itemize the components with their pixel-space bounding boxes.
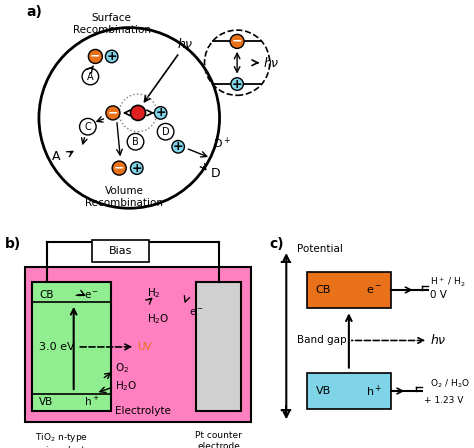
Text: h$^+$: h$^+$: [83, 395, 99, 408]
Text: e$^-$: e$^-$: [365, 284, 382, 296]
Text: A: A: [87, 72, 94, 82]
Text: CB: CB: [316, 285, 331, 295]
Text: VB: VB: [39, 397, 54, 407]
Text: 0 V: 0 V: [430, 290, 447, 300]
Text: H$^+$ / H$_2$: H$^+$ / H$_2$: [430, 276, 466, 289]
Text: e$^-$: e$^-$: [83, 290, 99, 301]
Text: e$^-$: e$^-$: [189, 307, 204, 318]
Circle shape: [172, 141, 184, 153]
Text: Volume
Recombination: Volume Recombination: [85, 185, 163, 208]
Circle shape: [231, 78, 243, 90]
Text: Bias: Bias: [109, 246, 132, 256]
FancyBboxPatch shape: [92, 241, 148, 262]
Text: D$^+$: D$^+$: [213, 136, 231, 151]
Text: H$_2$O: H$_2$O: [116, 379, 138, 392]
Text: + 1.23 V: + 1.23 V: [424, 396, 463, 405]
Text: H$_2$: H$_2$: [147, 286, 161, 300]
Circle shape: [130, 105, 146, 121]
Circle shape: [230, 34, 244, 48]
Text: D: D: [162, 127, 169, 137]
Text: −: −: [114, 162, 125, 175]
Text: b): b): [5, 237, 21, 251]
Text: −: −: [90, 50, 100, 63]
Text: +: +: [106, 50, 117, 63]
Text: h$^+$: h$^+$: [365, 383, 382, 399]
FancyBboxPatch shape: [197, 282, 241, 411]
Text: O$_2$ / H$_2$O: O$_2$ / H$_2$O: [430, 377, 470, 390]
Text: D: D: [211, 167, 220, 180]
FancyBboxPatch shape: [32, 282, 110, 411]
Text: −: −: [108, 106, 118, 120]
Text: TiO$_2$ n-type
semiconductor
photoelectrode: TiO$_2$ n-type semiconductor photoelectr…: [27, 431, 96, 448]
Text: B: B: [132, 137, 139, 147]
Text: Band gap: Band gap: [297, 336, 346, 345]
Text: 3.0 eV: 3.0 eV: [39, 342, 75, 352]
Text: Potential: Potential: [297, 244, 343, 254]
Text: a): a): [27, 5, 42, 19]
Text: H$_2$O: H$_2$O: [147, 312, 170, 326]
Text: C: C: [84, 122, 91, 132]
Text: +: +: [173, 140, 183, 153]
Text: Pt counter
electrode: Pt counter electrode: [195, 431, 242, 448]
Text: Electrolyte: Electrolyte: [115, 406, 170, 416]
Text: −: −: [278, 252, 292, 270]
Text: VB: VB: [316, 386, 331, 396]
Circle shape: [155, 107, 167, 119]
Text: CB: CB: [39, 290, 54, 300]
FancyBboxPatch shape: [307, 271, 391, 308]
Text: Surface
Recombination: Surface Recombination: [73, 13, 151, 35]
Circle shape: [88, 49, 102, 64]
Text: $h\nu$: $h\nu$: [430, 333, 447, 348]
Text: −: −: [232, 35, 242, 48]
Text: +: +: [232, 78, 242, 90]
FancyBboxPatch shape: [25, 267, 251, 422]
Text: $h\nu$: $h\nu$: [177, 37, 193, 51]
Circle shape: [112, 161, 126, 175]
Text: O$_2$: O$_2$: [116, 362, 129, 375]
Text: +: +: [278, 402, 292, 420]
FancyBboxPatch shape: [307, 373, 391, 409]
Circle shape: [130, 162, 143, 174]
Text: +: +: [155, 106, 166, 120]
Text: UV: UV: [137, 342, 152, 352]
Text: $h\nu$: $h\nu$: [264, 56, 280, 70]
Circle shape: [105, 50, 118, 63]
Text: +: +: [131, 162, 142, 175]
Text: A: A: [52, 150, 61, 164]
Circle shape: [106, 106, 120, 120]
Text: c): c): [270, 237, 284, 251]
